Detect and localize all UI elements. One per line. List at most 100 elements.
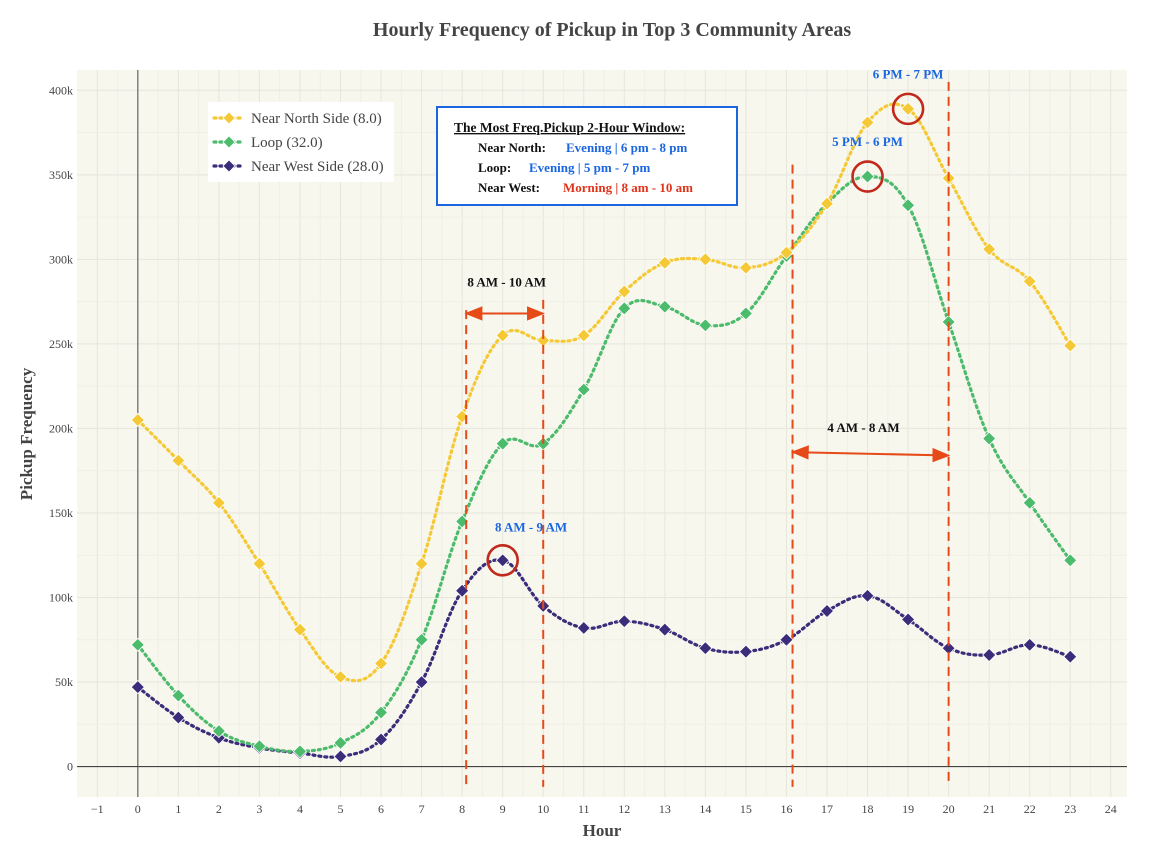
data-point-near-north-side [576,328,591,343]
data-point-loop [333,735,348,750]
data-point-near-west-side [982,647,997,663]
window-arrow [790,445,951,463]
series-near-north-side [130,101,1078,685]
x-tick-label: 11 [578,802,590,816]
data-point-near-north-side [495,328,510,343]
data-point-loop [617,301,632,316]
x-tick-label: 14 [699,802,711,816]
data-point-loop [252,739,267,754]
data-point-loop [495,436,510,451]
legend-marker [222,111,236,125]
x-tick-label: 5 [338,802,344,816]
data-point-near-west-side [414,674,429,690]
info-box-row-label: Near West: [478,180,540,195]
data-point-loop [698,318,713,333]
info-box-row-value: Evening | 5 pm - 7 pm [529,160,650,175]
data-point-near-north-side [1063,338,1078,353]
info-box-frame [436,106,738,206]
y-tick-label: 300k [49,252,73,266]
data-point-loop [1022,495,1037,510]
data-point-near-west-side [860,588,875,603]
data-point-near-west-side [738,644,753,659]
data-point-near-north-side [860,115,875,130]
data-point-near-north-side [698,252,713,267]
legend-item-near-north-side: Near North Side (8.0) [212,111,382,127]
data-point-loop [576,382,591,397]
data-point-near-north-side [779,245,794,260]
peak-label: 8 AM - 9 AM [495,520,567,535]
peak-circle [891,92,925,126]
y-tick-label: 100k [49,590,73,604]
data-point-loop [982,431,997,446]
data-point-near-north-side [657,255,672,270]
data-point-near-north-side [211,495,226,510]
info-box-row-label: Near North: [478,140,546,155]
data-point-near-west-side [617,614,632,629]
y-tick-label: 400k [49,83,73,97]
info-box-heading: The Most Freq.Pickup 2-Hour Window: [454,120,685,135]
data-point-near-north-side [738,260,753,275]
data-point-near-north-side [333,669,348,685]
data-point-loop [1063,553,1078,568]
x-tick-label: 10 [537,802,549,816]
x-tick-label: 18 [862,802,874,816]
peak-label: 5 PM - 6 PM [832,134,903,149]
data-point-near-north-side [171,453,186,468]
data-point-loop [657,299,672,314]
x-tick-label: 0 [135,802,141,816]
x-tick-label: 7 [419,802,425,816]
x-tick-label: 15 [740,802,752,816]
x-tick-label: 6 [378,802,384,816]
x-tick-label: 13 [659,802,671,816]
chart-title: Hourly Frequency of Pickup in Top 3 Comm… [373,19,851,41]
data-point-near-north-side [901,101,916,116]
data-point-loop [292,744,308,759]
legend-label: Near West Side (28.0) [251,159,384,175]
data-point-loop [211,723,226,739]
legend-label: Near North Side (8.0) [251,111,382,127]
data-point-loop [860,169,875,184]
data-point-near-west-side [1022,637,1037,652]
x-tick-label: 9 [500,802,506,816]
x-tick-label: 3 [256,802,262,816]
annotations: 6 PM - 7 PM 5 PM - 6 PM 8 AM - 9 AM 8 AM - … [464,66,951,787]
data-point-near-west-side [1063,649,1078,664]
legend-marker [222,159,236,173]
x-tick-label: 22 [1024,802,1036,816]
data-point-near-west-side [495,553,510,568]
data-point-loop [738,306,753,321]
data-point-near-west-side [819,603,835,619]
y-tick-label: 150k [49,506,73,520]
data-point-near-west-side [576,620,591,635]
data-point-loop [171,688,186,703]
data-point-near-north-side [982,242,997,257]
window-label: 4 AM - 8 AM [827,420,899,435]
legend-marker [222,135,236,149]
data-point-loop [901,198,916,213]
peak-label: 6 PM - 7 PM [873,66,944,81]
x-tick-label: −1 [91,802,104,816]
data-point-near-west-side [657,622,672,637]
y-tick-label: 250k [49,337,73,351]
data-point-near-west-side [171,710,186,725]
data-point-near-west-side [779,632,794,647]
data-point-near-north-side [252,556,267,571]
x-tick-label: 20 [943,802,955,816]
y-tick-label: 350k [49,168,73,182]
data-point-near-north-side [373,656,389,671]
data-point-near-north-side [130,412,145,428]
data-point-near-north-side [1022,274,1037,289]
data-point-near-west-side [698,641,713,656]
x-tick-label: 23 [1064,802,1076,816]
y-axis-title: Pickup Frequency [17,367,36,500]
data-point-loop [373,705,389,720]
y-tick-label: 200k [49,421,73,435]
x-tick-label: 8 [459,802,465,816]
data-point-near-west-side [130,680,145,695]
y-tick-label: 50k [55,675,73,689]
data-point-near-west-side [901,612,916,627]
tick-labels: −1 0 1 2 3 4 5 6 7 8 9 10 11 12 13 14 15 16 17 18 19 20 21 22 23… [49,83,1117,816]
legend-label: Loop (32.0) [251,135,323,151]
